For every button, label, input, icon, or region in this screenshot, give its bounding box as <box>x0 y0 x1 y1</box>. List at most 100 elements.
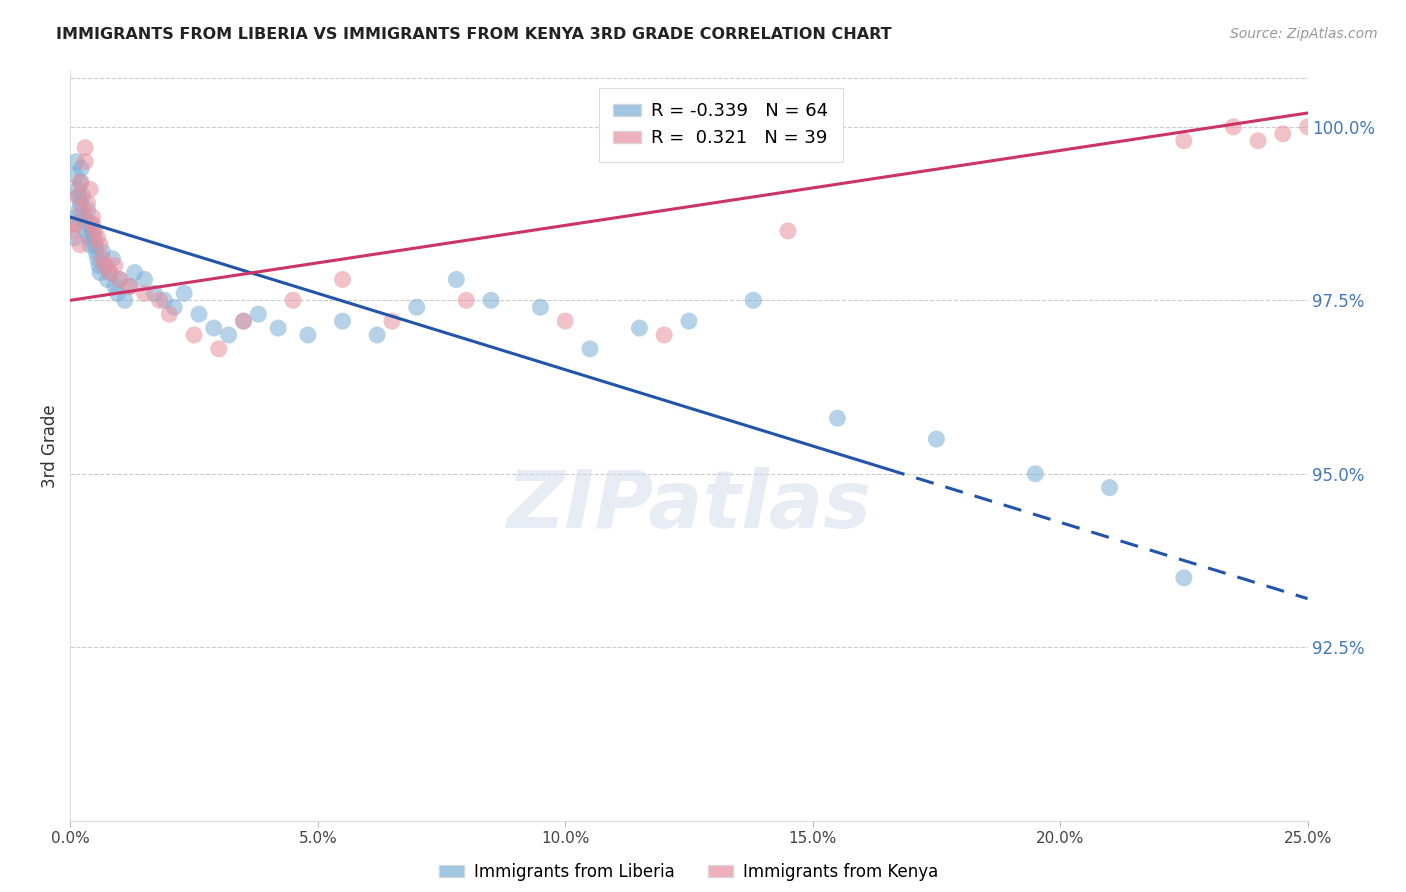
Point <box>69 175 91 189</box>
Point <box>77 231 100 245</box>
Point <box>554 314 576 328</box>
Point <box>62 217 84 231</box>
Point <box>281 293 304 308</box>
Point <box>69 237 91 252</box>
Point <box>157 307 180 321</box>
Point <box>98 266 121 280</box>
Point <box>118 279 141 293</box>
Point <box>776 224 799 238</box>
Point <box>925 432 948 446</box>
Point <box>1271 127 1294 141</box>
Point <box>67 203 90 218</box>
Point <box>332 272 354 286</box>
Point <box>104 259 127 273</box>
Point <box>208 342 231 356</box>
Point <box>153 293 176 308</box>
Point <box>66 182 89 196</box>
Point <box>332 314 354 328</box>
Point <box>405 300 427 314</box>
Point <box>83 231 105 245</box>
Point <box>446 272 468 286</box>
Point <box>65 217 87 231</box>
Point <box>742 293 765 308</box>
Point <box>76 203 98 218</box>
Point <box>108 272 131 286</box>
Point <box>94 259 117 273</box>
Point <box>84 237 107 252</box>
Point <box>86 252 108 266</box>
Point <box>79 182 101 196</box>
Point <box>652 328 675 343</box>
Point <box>66 189 89 203</box>
Point <box>91 244 114 259</box>
Text: ZIPatlas: ZIPatlas <box>506 467 872 545</box>
Point <box>529 300 551 314</box>
Point <box>827 411 849 425</box>
Point <box>104 279 127 293</box>
Point <box>173 286 195 301</box>
Point <box>183 328 205 343</box>
Point <box>72 189 94 203</box>
Point <box>105 286 128 301</box>
Point <box>94 259 117 273</box>
Point <box>247 307 270 321</box>
Point <box>163 300 186 314</box>
Point <box>67 189 90 203</box>
Point <box>65 154 87 169</box>
Point <box>1098 481 1121 495</box>
Point <box>108 272 131 286</box>
Point <box>479 293 502 308</box>
Point <box>75 224 97 238</box>
Point <box>456 293 478 308</box>
Point <box>124 266 146 280</box>
Point <box>114 293 136 308</box>
Point <box>143 286 166 301</box>
Point <box>69 196 91 211</box>
Point <box>96 272 118 286</box>
Point <box>101 252 124 266</box>
Point <box>70 161 93 176</box>
Y-axis label: 3rd Grade: 3rd Grade <box>41 404 59 488</box>
Point <box>1173 134 1195 148</box>
Point <box>63 231 86 245</box>
Point <box>232 314 254 328</box>
Point <box>381 314 404 328</box>
Point <box>80 217 103 231</box>
Point <box>76 196 98 211</box>
Point <box>75 141 97 155</box>
Point <box>73 210 96 224</box>
Point <box>70 175 93 189</box>
Point <box>297 328 319 343</box>
Point <box>267 321 290 335</box>
Point <box>1247 134 1270 148</box>
Point <box>134 286 156 301</box>
Point <box>1024 467 1046 481</box>
Point <box>134 272 156 286</box>
Point <box>91 252 114 266</box>
Point <box>202 321 225 335</box>
Point <box>89 237 111 252</box>
Point <box>62 224 84 238</box>
Point <box>1173 571 1195 585</box>
Point <box>65 169 87 183</box>
Point <box>89 266 111 280</box>
Point <box>148 293 170 308</box>
Point <box>84 224 107 238</box>
Point <box>579 342 602 356</box>
Point <box>75 217 97 231</box>
Point <box>82 217 104 231</box>
Point <box>232 314 254 328</box>
Point <box>66 210 89 224</box>
Point <box>98 266 121 280</box>
Point <box>72 203 94 218</box>
Point <box>628 321 651 335</box>
Point <box>82 210 104 224</box>
Point <box>188 307 211 321</box>
Legend: Immigrants from Liberia, Immigrants from Kenya: Immigrants from Liberia, Immigrants from… <box>433 856 945 888</box>
Point <box>86 231 108 245</box>
Point <box>84 244 107 259</box>
Point <box>1296 120 1319 134</box>
Point <box>87 259 110 273</box>
Point <box>75 154 97 169</box>
Point <box>82 224 104 238</box>
